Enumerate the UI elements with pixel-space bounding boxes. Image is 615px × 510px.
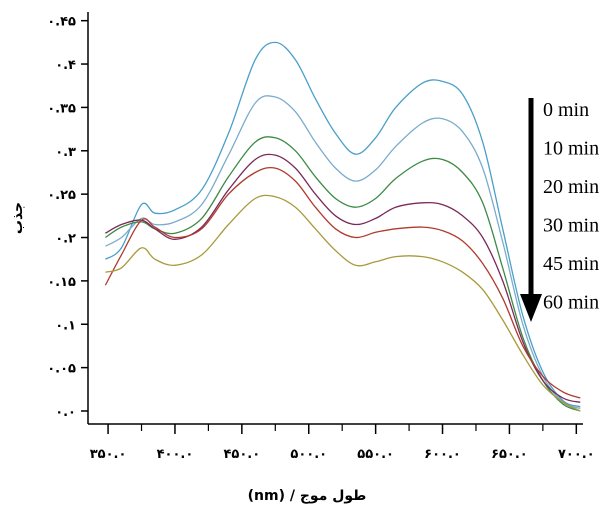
legend-label: 10 min bbox=[543, 138, 599, 160]
y-tick-label: ۰.۱ bbox=[55, 318, 76, 333]
y-tick-label: ۰.۲۵ bbox=[47, 188, 76, 203]
x-tick-label: ۵۰۰.۰ bbox=[290, 447, 327, 462]
legend-label: 30 min bbox=[543, 215, 599, 237]
y-tick-label: ۰.۳ bbox=[55, 145, 76, 160]
y-tick-label: ۰.۱۵ bbox=[47, 275, 76, 290]
series-line-30-min bbox=[105, 153, 581, 403]
x-tick-label: ۴۵۰.۰ bbox=[224, 447, 261, 462]
legend-arrow-head bbox=[520, 294, 542, 322]
x-tick-label: ۵۵۰.۰ bbox=[357, 447, 394, 462]
y-tick-label: ۰.۴۵ bbox=[47, 15, 76, 30]
series-line-45-min bbox=[104, 166, 581, 399]
legend: 0 min 10 min 20 min 30 min 45 min 60 min bbox=[520, 98, 599, 322]
y-tick-label: ۰.۴ bbox=[55, 58, 76, 73]
legend-label: 45 min bbox=[543, 253, 599, 275]
series-line-10-min bbox=[105, 95, 581, 410]
x-axis-ticks: ۳۵۰.۰ ۴۰۰.۰ ۴۵۰.۰ ۵۰۰.۰ ۵۵۰.۰ ۶۰۰.۰ ۶۵۰.۰ ۷۰۰.۰ bbox=[90, 424, 595, 462]
x-tick-label: ۳۵۰.۰ bbox=[90, 447, 127, 462]
series-line-0-min bbox=[105, 41, 581, 408]
legend-label: 20 min bbox=[543, 176, 599, 198]
series-line-60-min bbox=[105, 194, 581, 412]
x-tick-label: ۶۰۰.۰ bbox=[424, 447, 461, 462]
legend-label: 0 min bbox=[543, 99, 589, 121]
y-axis-ticks: ۰.۰ ۰.۰۵ ۰.۱ ۰.۱۵ ۰.۲ ۰.۲۵ ۰.۳ ۰.۳۵ ۰.۴ ۰.۴۵ bbox=[47, 15, 88, 420]
legend-labels: 0 min 10 min 20 min 30 min 45 min 60 min bbox=[543, 99, 599, 314]
y-tick-label: ۰.۰ bbox=[55, 405, 76, 420]
series-layer bbox=[104, 41, 581, 412]
y-axis-title: جذب bbox=[10, 202, 26, 234]
x-tick-label: ۴۰۰.۰ bbox=[157, 447, 194, 462]
y-tick-label: ۰.۰۵ bbox=[47, 362, 76, 377]
x-axis-title: (nm) / طول موج bbox=[248, 488, 367, 504]
legend-label: 60 min bbox=[543, 292, 599, 314]
x-tick-label: ۷۰۰.۰ bbox=[558, 447, 595, 462]
y-tick-label: ۰.۳۵ bbox=[47, 101, 76, 116]
y-tick-label: ۰.۲ bbox=[55, 232, 76, 247]
series-line-20-min bbox=[105, 136, 581, 412]
x-tick-label: ۶۵۰.۰ bbox=[491, 447, 528, 462]
